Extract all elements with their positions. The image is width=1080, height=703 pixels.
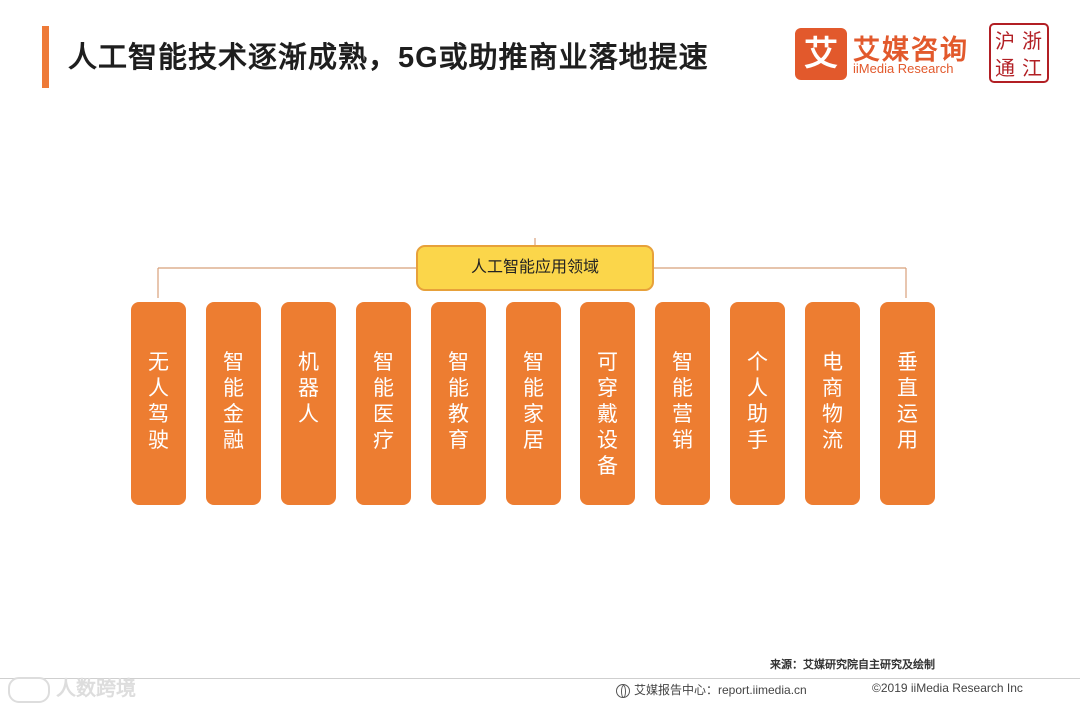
- application-node-label: 智能家居: [523, 351, 544, 452]
- application-node: 智能营销: [655, 302, 710, 505]
- svg-text:浙: 浙: [1022, 29, 1042, 53]
- copyright: ©2019 iiMedia Research Inc: [872, 681, 1023, 695]
- report-center: 艾媒报告中心：report.iimedia.cn: [616, 681, 807, 698]
- application-node-label: 电商物流: [822, 351, 843, 452]
- application-node-label: 机器人: [298, 351, 319, 426]
- iimedia-logo: 艾 艾媒咨询 iiMedia Research: [795, 26, 970, 82]
- seal-stamp: 沪 浙 通 江: [988, 22, 1050, 84]
- globe-icon: [616, 683, 630, 698]
- application-node: 可穿戴设备: [580, 302, 635, 505]
- source-note: 来源：艾媒研究院自主研究及绘制: [770, 659, 935, 671]
- watermark: 人数跨境: [8, 672, 136, 703]
- application-node-label: 无人驾驶: [148, 351, 169, 452]
- application-node: 电商物流: [805, 302, 860, 505]
- footer-divider: [0, 678, 1080, 679]
- logo-mark: 艾: [795, 28, 847, 80]
- application-node: 个人助手: [730, 302, 785, 505]
- application-node-label: 个人助手: [747, 351, 768, 452]
- application-node: 机器人: [281, 302, 336, 505]
- application-node: 智能教育: [431, 302, 486, 505]
- application-node-label: 智能医疗: [373, 351, 394, 452]
- application-node-label: 智能营销: [672, 351, 693, 452]
- application-node-label: 智能金融: [223, 351, 244, 452]
- application-node: 智能医疗: [356, 302, 411, 505]
- svg-text:通: 通: [995, 56, 1015, 80]
- application-node: 垂直运用: [880, 302, 935, 505]
- root-node: 人工智能应用领域: [416, 245, 654, 291]
- svg-text:江: 江: [1022, 56, 1042, 80]
- logo-name-en: iiMedia Research: [853, 61, 954, 76]
- watermark-text: 人数跨境: [56, 678, 136, 700]
- title-accent-bar: [42, 26, 49, 88]
- application-node: 智能金融: [206, 302, 261, 505]
- svg-text:沪: 沪: [995, 29, 1015, 53]
- page-title: 人工智能技术逐渐成熟，5G或助推商业落地提速: [68, 42, 709, 74]
- report-center-text: 艾媒报告中心：report.iimedia.cn: [634, 683, 807, 697]
- application-node: 智能家居: [506, 302, 561, 505]
- application-node: 无人驾驶: [131, 302, 186, 505]
- application-node-label: 垂直运用: [897, 351, 918, 452]
- application-node-label: 智能教育: [448, 351, 469, 452]
- application-node-label: 可穿戴设备: [597, 351, 618, 478]
- watermark-icon: [8, 676, 50, 703]
- logo-name-cn: 艾媒咨询: [853, 35, 969, 65]
